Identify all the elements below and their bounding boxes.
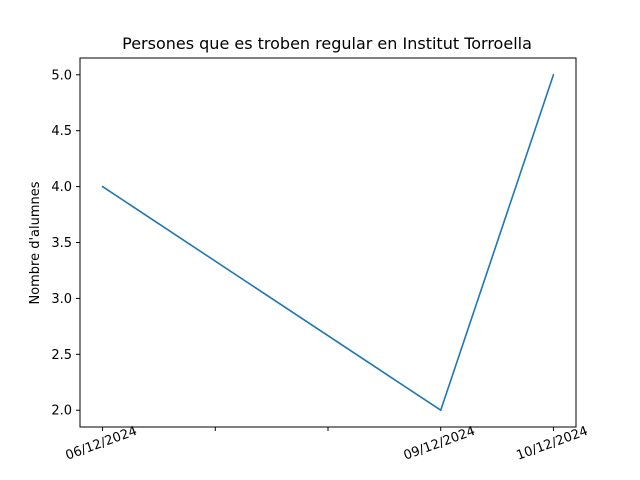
x-tick-label: 10/12/2024 — [514, 424, 590, 464]
y-axis-ticks: 2.0 2.5 3.0 3.5 4.0 4.5 5.0 — [51, 68, 80, 419]
chart-title: Persones que es troben regular en Instit… — [122, 34, 532, 53]
plot-frame — [79, 57, 577, 428]
y-tick-label: 3.5 — [51, 236, 72, 251]
plot-series — [101, 73, 555, 412]
y-axis-label: Nombre d'alumnes — [28, 181, 43, 304]
x-tick-label: 09/12/2024 — [402, 424, 478, 464]
data-point — [439, 409, 442, 412]
data-point — [552, 73, 555, 76]
y-tick-label: 5.0 — [51, 68, 72, 83]
series-line — [102, 74, 555, 412]
x-tick-label: 06/12/2024 — [64, 424, 140, 464]
y-tick-label: 4.0 — [51, 180, 72, 195]
y-tick-label: 4.5 — [51, 124, 72, 139]
y-tick-label: 2.5 — [51, 348, 72, 363]
y-tick-label: 2.0 — [51, 404, 72, 419]
y-tick-label: 3.0 — [51, 292, 72, 307]
x-axis-ticks: 06/12/2024 09/12/2024 10/12/2024 — [64, 424, 590, 464]
data-point — [101, 185, 104, 188]
